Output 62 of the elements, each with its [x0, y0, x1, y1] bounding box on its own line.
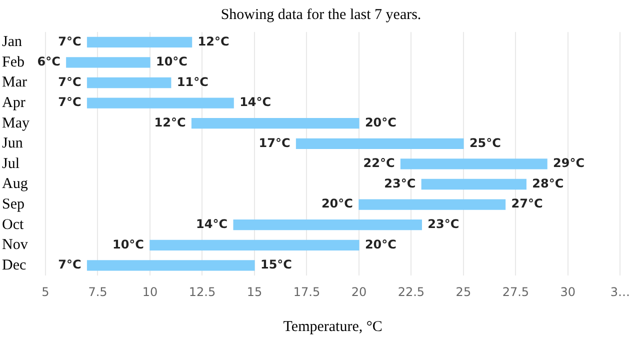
annotation: 7°C: [58, 95, 82, 110]
bar: [150, 240, 360, 250]
x-tick-label: 10: [142, 284, 158, 299]
x-tick-label: 17.5: [293, 284, 320, 299]
y-tick-label: Mar: [2, 74, 27, 91]
y-tick-label: Feb: [2, 54, 24, 70]
x-tick-label: 20: [351, 284, 367, 299]
bar: [400, 158, 548, 170]
x-tick-label: 27.5: [502, 284, 530, 299]
annotation: 7°C: [58, 258, 82, 272]
y-tick-label: Dec: [2, 257, 26, 274]
annotation: 6°C: [37, 54, 61, 69]
bar: [358, 199, 506, 210]
bar: [86, 98, 234, 108]
y-tick-label: Oct: [2, 216, 24, 233]
annotation: 20°C: [364, 115, 397, 130]
bar: [86, 260, 255, 271]
annotation: 7°C: [58, 34, 82, 48]
annotation: 12°C: [198, 34, 230, 48]
y-tick-label: Apr: [2, 94, 26, 111]
annotation: 28°C: [532, 176, 564, 190]
annotation: 23°C: [384, 176, 416, 190]
bar: [66, 57, 150, 68]
bar: [86, 36, 192, 48]
annotation: 29°C: [553, 156, 585, 170]
y-tick-label: Nov: [2, 237, 28, 254]
x-tick-label: 7.5: [88, 284, 108, 299]
annotation: 12°C: [154, 115, 186, 130]
y-tick-label: May: [2, 115, 30, 132]
annotation: 17°C: [258, 136, 290, 150]
x-tick-label: 3…: [610, 284, 630, 299]
annotation: 10°C: [112, 237, 144, 252]
y-tick-label: Jul: [2, 156, 20, 172]
x-tick-label: 25: [456, 284, 472, 299]
annotation: 23°C: [428, 216, 460, 231]
annotation: 22°C: [363, 156, 395, 170]
x-tick-label: 5: [42, 284, 50, 299]
x-tick-label: 15: [246, 284, 262, 299]
x-tick-label: 12.5: [188, 284, 216, 299]
annotation: 15°C: [260, 258, 292, 272]
y-tick-label: Jan: [2, 34, 22, 50]
annotation: 10°C: [156, 54, 188, 69]
annotation: 11°C: [176, 74, 209, 89]
y-tick-label: Sep: [2, 196, 24, 212]
annotation: 14°C: [240, 95, 272, 110]
bar: [233, 220, 422, 230]
annotation: 25°C: [469, 136, 502, 150]
annotation: 14°C: [196, 216, 228, 231]
x-tick-label: 30: [560, 284, 576, 299]
annotation: 27°C: [511, 196, 543, 211]
bar: [191, 118, 360, 129]
y-tick-label: Aug: [2, 176, 28, 192]
bar: [296, 138, 464, 149]
chart-title: Showing data for the last 7 years.: [220, 6, 422, 23]
bar: [421, 178, 526, 190]
annotation: 20°C: [364, 237, 397, 252]
annotation: 7°C: [58, 74, 82, 89]
x-axis-title: Temperature, °C: [283, 318, 382, 335]
y-tick-label: Jun: [2, 136, 24, 152]
bar: [86, 77, 172, 88]
x-tick-label: 22.5: [398, 284, 425, 299]
annotation: 20°C: [321, 196, 354, 211]
